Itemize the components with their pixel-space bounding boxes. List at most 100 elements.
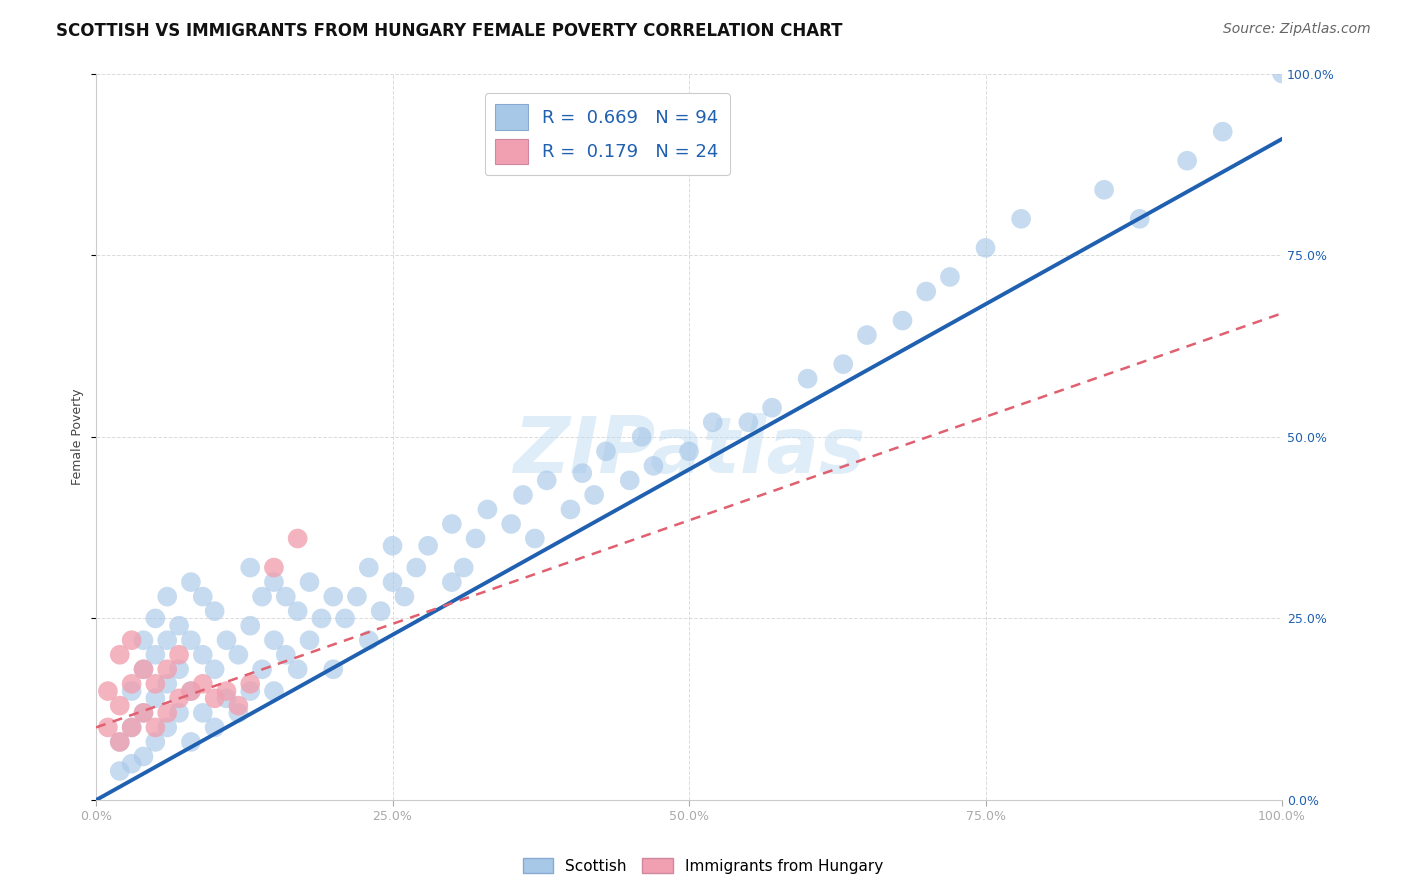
Point [191, 706, 214, 720]
Point [132, 749, 155, 764]
Point [204, 691, 226, 706]
Point [215, 691, 238, 706]
Point [678, 444, 700, 458]
Point [215, 684, 238, 698]
Text: SCOTTISH VS IMMIGRANTS FROM HUNGARY FEMALE POVERTY CORRELATION CHART: SCOTTISH VS IMMIGRANTS FROM HUNGARY FEMA… [56, 22, 842, 40]
Point [143, 648, 166, 662]
Point [167, 691, 190, 706]
Point [440, 575, 463, 590]
Point [322, 590, 344, 604]
Point [287, 532, 309, 546]
Point [287, 604, 309, 618]
Point [143, 720, 166, 734]
Point [191, 677, 214, 691]
Point [108, 735, 131, 749]
Point [263, 560, 285, 574]
Point [571, 466, 593, 480]
Point [702, 415, 724, 429]
Point [370, 604, 392, 618]
Point [619, 474, 641, 488]
Point [108, 735, 131, 749]
Point [250, 590, 273, 604]
Point [121, 684, 143, 698]
Point [180, 684, 202, 698]
Point [381, 575, 404, 590]
Point [311, 611, 333, 625]
Point [440, 516, 463, 531]
Point [263, 633, 285, 648]
Point [180, 633, 202, 648]
Point [298, 633, 321, 648]
Point [108, 698, 131, 713]
Point [381, 539, 404, 553]
Point [121, 633, 143, 648]
Point [156, 677, 179, 691]
Point [595, 444, 617, 458]
Point [191, 590, 214, 604]
Point [263, 684, 285, 698]
Point [156, 706, 179, 720]
Point [156, 590, 179, 604]
Point [167, 662, 190, 676]
Point [239, 560, 262, 574]
Point [167, 618, 190, 632]
Point [583, 488, 606, 502]
Point [523, 532, 546, 546]
Point [560, 502, 582, 516]
Point [1212, 125, 1234, 139]
Point [108, 648, 131, 662]
Point [143, 691, 166, 706]
Point [630, 430, 652, 444]
Point [250, 662, 273, 676]
Point [97, 720, 120, 734]
Point [464, 532, 486, 546]
Point [121, 720, 143, 734]
Point [204, 604, 226, 618]
Point [274, 590, 297, 604]
Point [891, 313, 914, 327]
Point [191, 648, 214, 662]
Point [143, 735, 166, 749]
Point [298, 575, 321, 590]
Point [346, 590, 368, 604]
Point [939, 269, 962, 284]
Point [761, 401, 783, 415]
Point [132, 662, 155, 676]
Point [322, 662, 344, 676]
Point [1271, 66, 1294, 80]
Point [643, 458, 665, 473]
Point [357, 560, 380, 574]
Point [180, 684, 202, 698]
Point [228, 698, 250, 713]
Point [1010, 211, 1032, 226]
Point [239, 618, 262, 632]
Point [121, 677, 143, 691]
Point [405, 560, 427, 574]
Point [228, 706, 250, 720]
Point [287, 662, 309, 676]
Point [228, 648, 250, 662]
Point [263, 575, 285, 590]
Point [477, 502, 499, 516]
Point [453, 560, 475, 574]
Point [132, 633, 155, 648]
Point [274, 648, 297, 662]
Point [132, 706, 155, 720]
Point [357, 633, 380, 648]
Point [333, 611, 356, 625]
Point [143, 677, 166, 691]
Point [204, 662, 226, 676]
Point [856, 328, 879, 343]
Point [737, 415, 759, 429]
Point [239, 677, 262, 691]
Point [156, 720, 179, 734]
Y-axis label: Female Poverty: Female Poverty [72, 389, 84, 485]
Point [121, 720, 143, 734]
Point [180, 735, 202, 749]
Point [832, 357, 855, 371]
Point [915, 285, 938, 299]
Legend: Scottish, Immigrants from Hungary: Scottish, Immigrants from Hungary [516, 852, 890, 880]
Point [974, 241, 997, 255]
Text: Source: ZipAtlas.com: Source: ZipAtlas.com [1223, 22, 1371, 37]
Point [108, 764, 131, 778]
